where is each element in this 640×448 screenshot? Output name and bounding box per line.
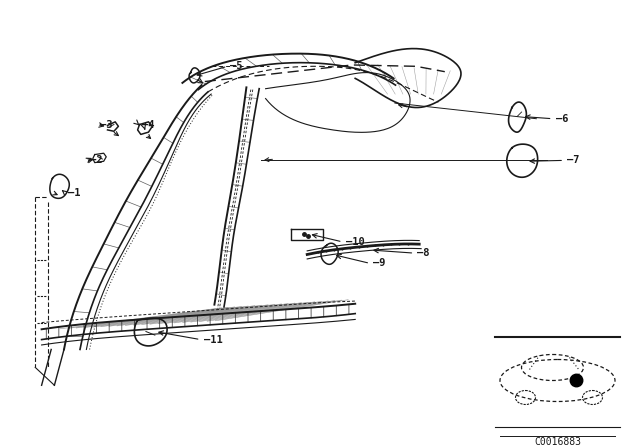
Text: —9: —9 — [373, 258, 386, 268]
Text: —4: —4 — [141, 120, 154, 129]
Text: —10: —10 — [346, 237, 364, 247]
Text: —5: —5 — [230, 61, 243, 71]
Text: —3: —3 — [100, 120, 113, 129]
Text: —1: —1 — [68, 188, 81, 198]
Text: —7: —7 — [567, 155, 580, 165]
Text: C0016883: C0016883 — [534, 437, 581, 447]
Text: —11: —11 — [204, 335, 222, 345]
Text: —8: —8 — [417, 248, 430, 258]
Text: —6: —6 — [556, 114, 568, 124]
Text: —2: —2 — [90, 155, 102, 165]
